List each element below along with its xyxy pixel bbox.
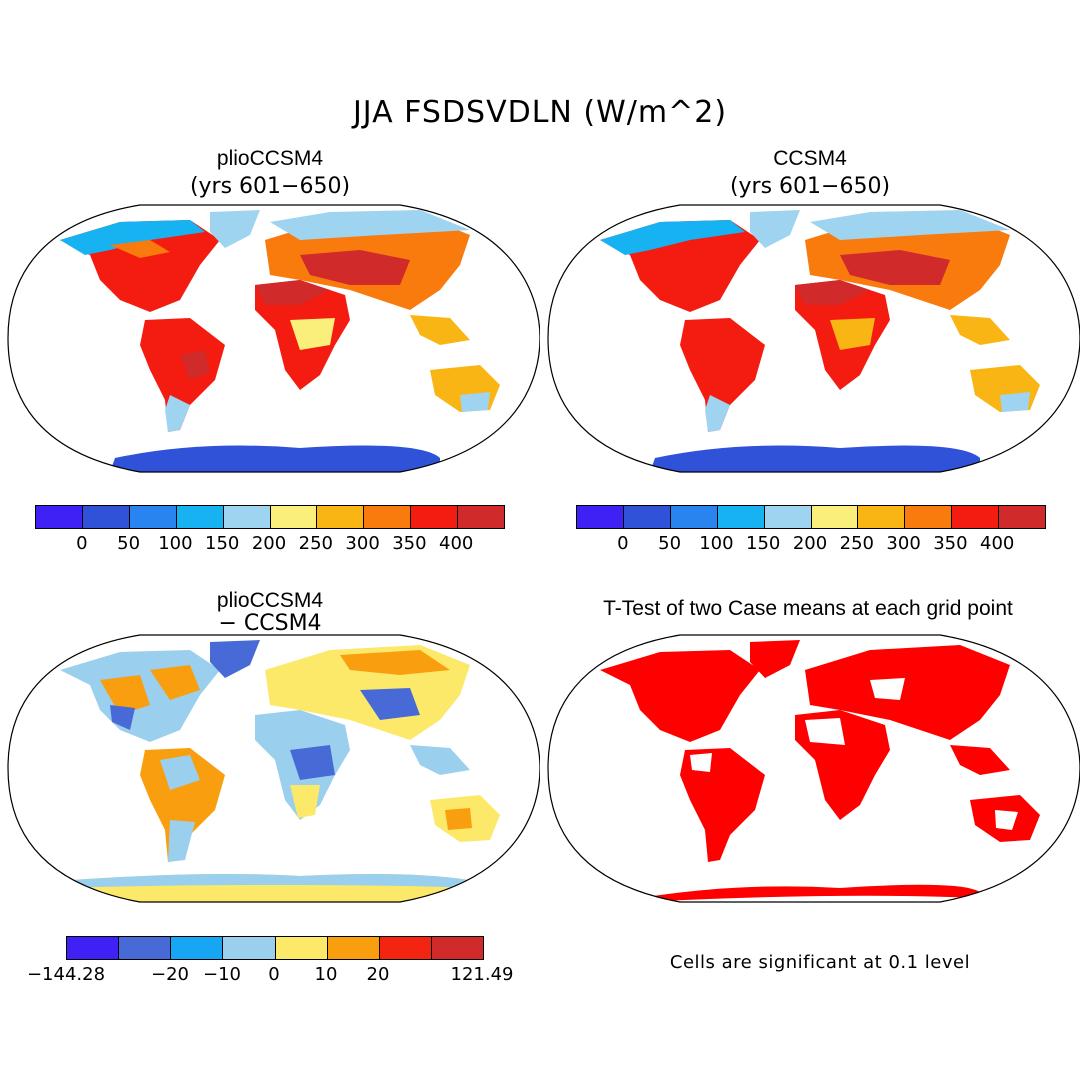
colorbar-plioccsm4-tick-label: 200 bbox=[251, 533, 287, 554]
panel-title-ttest: T-Test of two Case means at each grid po… bbox=[603, 597, 1013, 620]
colorbar-plioccsm4-swatch bbox=[458, 506, 505, 528]
colorbar-ccsm4-tick-label: 0 bbox=[617, 533, 629, 554]
colorbar-difference-swatch bbox=[171, 937, 224, 959]
colorbar-difference-swatch bbox=[119, 937, 172, 959]
colorbar-plioccsm4-swatch bbox=[411, 506, 459, 528]
colorbar-ccsm4-tick-label: 350 bbox=[933, 533, 968, 554]
colorbar-ccsm4-swatch bbox=[717, 506, 765, 528]
colorbar-ccsm4-tick-label: 100 bbox=[699, 533, 734, 554]
colorbar-ccsm4-swatch bbox=[811, 506, 859, 528]
significance-note: Cells are significant at 0.1 level bbox=[669, 952, 971, 973]
colorbar-plioccsm4-swatch bbox=[176, 506, 224, 528]
map-ttest bbox=[547, 634, 1080, 903]
panel-title-ccsm4: CCSM4 bbox=[773, 147, 847, 170]
colorbar-plioccsm4-swatch bbox=[364, 506, 412, 528]
colorbar-difference-tick-label: 10 bbox=[314, 964, 338, 985]
colorbar-plioccsm4-tick-label: 100 bbox=[158, 533, 193, 554]
panel-subtitle-ccsm4: (yrs 601−650) bbox=[729, 174, 891, 199]
colorbar-plioccsm4-swatch bbox=[270, 506, 318, 528]
colorbar-difference-swatch bbox=[379, 937, 432, 959]
colorbar-ccsm4-swatch bbox=[905, 506, 953, 528]
colorbar-difference-tick-label: 20 bbox=[366, 964, 390, 985]
colorbar-ccsm4-swatch bbox=[670, 506, 718, 528]
colorbar-ccsm4-tick-label: 50 bbox=[658, 533, 682, 554]
colorbar-ccsm4-swatch bbox=[577, 506, 624, 528]
colorbar-plioccsm4 bbox=[35, 505, 505, 529]
colorbar-difference-tick-label: −144.28 bbox=[26, 964, 106, 985]
colorbar-plioccsm4-swatch bbox=[223, 506, 271, 528]
colorbar-ccsm4-swatch bbox=[858, 506, 906, 528]
map-plioccsm4 bbox=[7, 204, 540, 473]
colorbar-ccsm4-tick-label: 200 bbox=[792, 533, 828, 554]
colorbar-difference-swatch bbox=[67, 937, 120, 959]
map-ccsm4 bbox=[547, 204, 1080, 473]
colorbar-difference-tick-label: −20 bbox=[151, 964, 189, 985]
colorbar-plioccsm4-swatch bbox=[317, 506, 365, 528]
panel-title-plio: plioCCSM4 bbox=[216, 147, 324, 170]
colorbar-difference-tick-label: 121.49 bbox=[450, 964, 514, 985]
colorbar-plioccsm4-tick-label: 150 bbox=[205, 533, 240, 554]
colorbar-ccsm4 bbox=[576, 505, 1046, 529]
colorbar-difference-swatch bbox=[275, 937, 328, 959]
colorbar-ccsm4-tick-label: 150 bbox=[746, 533, 781, 554]
colorbar-difference-swatch bbox=[223, 937, 276, 959]
panel-subtitle-plio: (yrs 601−650) bbox=[189, 174, 351, 199]
colorbar-ccsm4-swatch bbox=[952, 506, 1000, 528]
colorbar-plioccsm4-tick-label: 250 bbox=[298, 533, 333, 554]
colorbar-ccsm4-swatch bbox=[623, 506, 671, 528]
colorbar-difference-swatch bbox=[327, 937, 380, 959]
colorbar-ccsm4-labels: 0 50 100 150 200 250 300 350 400 bbox=[576, 533, 1044, 557]
colorbar-plioccsm4-swatch bbox=[36, 506, 83, 528]
colorbar-ccsm4-swatch bbox=[764, 506, 812, 528]
map-difference bbox=[7, 634, 540, 903]
colorbar-plioccsm4-tick-label: 400 bbox=[439, 533, 474, 554]
colorbar-plioccsm4-tick-label: 350 bbox=[392, 533, 427, 554]
colorbar-plioccsm4-swatch bbox=[82, 506, 130, 528]
colorbar-plioccsm4-labels: 0 50 100 150 200 250 300 350 400 bbox=[35, 533, 503, 557]
panel-subtitle-diff: − CCSM4 bbox=[218, 611, 322, 636]
colorbar-plioccsm4-tick-label: 0 bbox=[76, 533, 88, 554]
colorbar-difference bbox=[66, 936, 484, 960]
colorbar-ccsm4-swatch bbox=[999, 506, 1046, 528]
colorbar-difference-tick-label: 0 bbox=[268, 964, 280, 985]
colorbar-plioccsm4-tick-label: 300 bbox=[345, 533, 380, 554]
colorbar-ccsm4-tick-label: 250 bbox=[839, 533, 874, 554]
colorbar-difference-labels: −144.28 −20 −10 0 10 20 121.49 bbox=[27, 964, 514, 988]
figure-title: JJA FSDSVDLN (W/m^2) bbox=[352, 95, 728, 130]
colorbar-difference-tick-label: −10 bbox=[203, 964, 241, 985]
colorbar-plioccsm4-tick-label: 50 bbox=[117, 533, 141, 554]
colorbar-ccsm4-tick-label: 300 bbox=[886, 533, 921, 554]
colorbar-difference-swatch bbox=[431, 937, 483, 959]
panel-title-diff: plioCCSM4 bbox=[216, 589, 324, 612]
colorbar-plioccsm4-swatch bbox=[129, 506, 177, 528]
colorbar-ccsm4-tick-label: 400 bbox=[980, 533, 1015, 554]
